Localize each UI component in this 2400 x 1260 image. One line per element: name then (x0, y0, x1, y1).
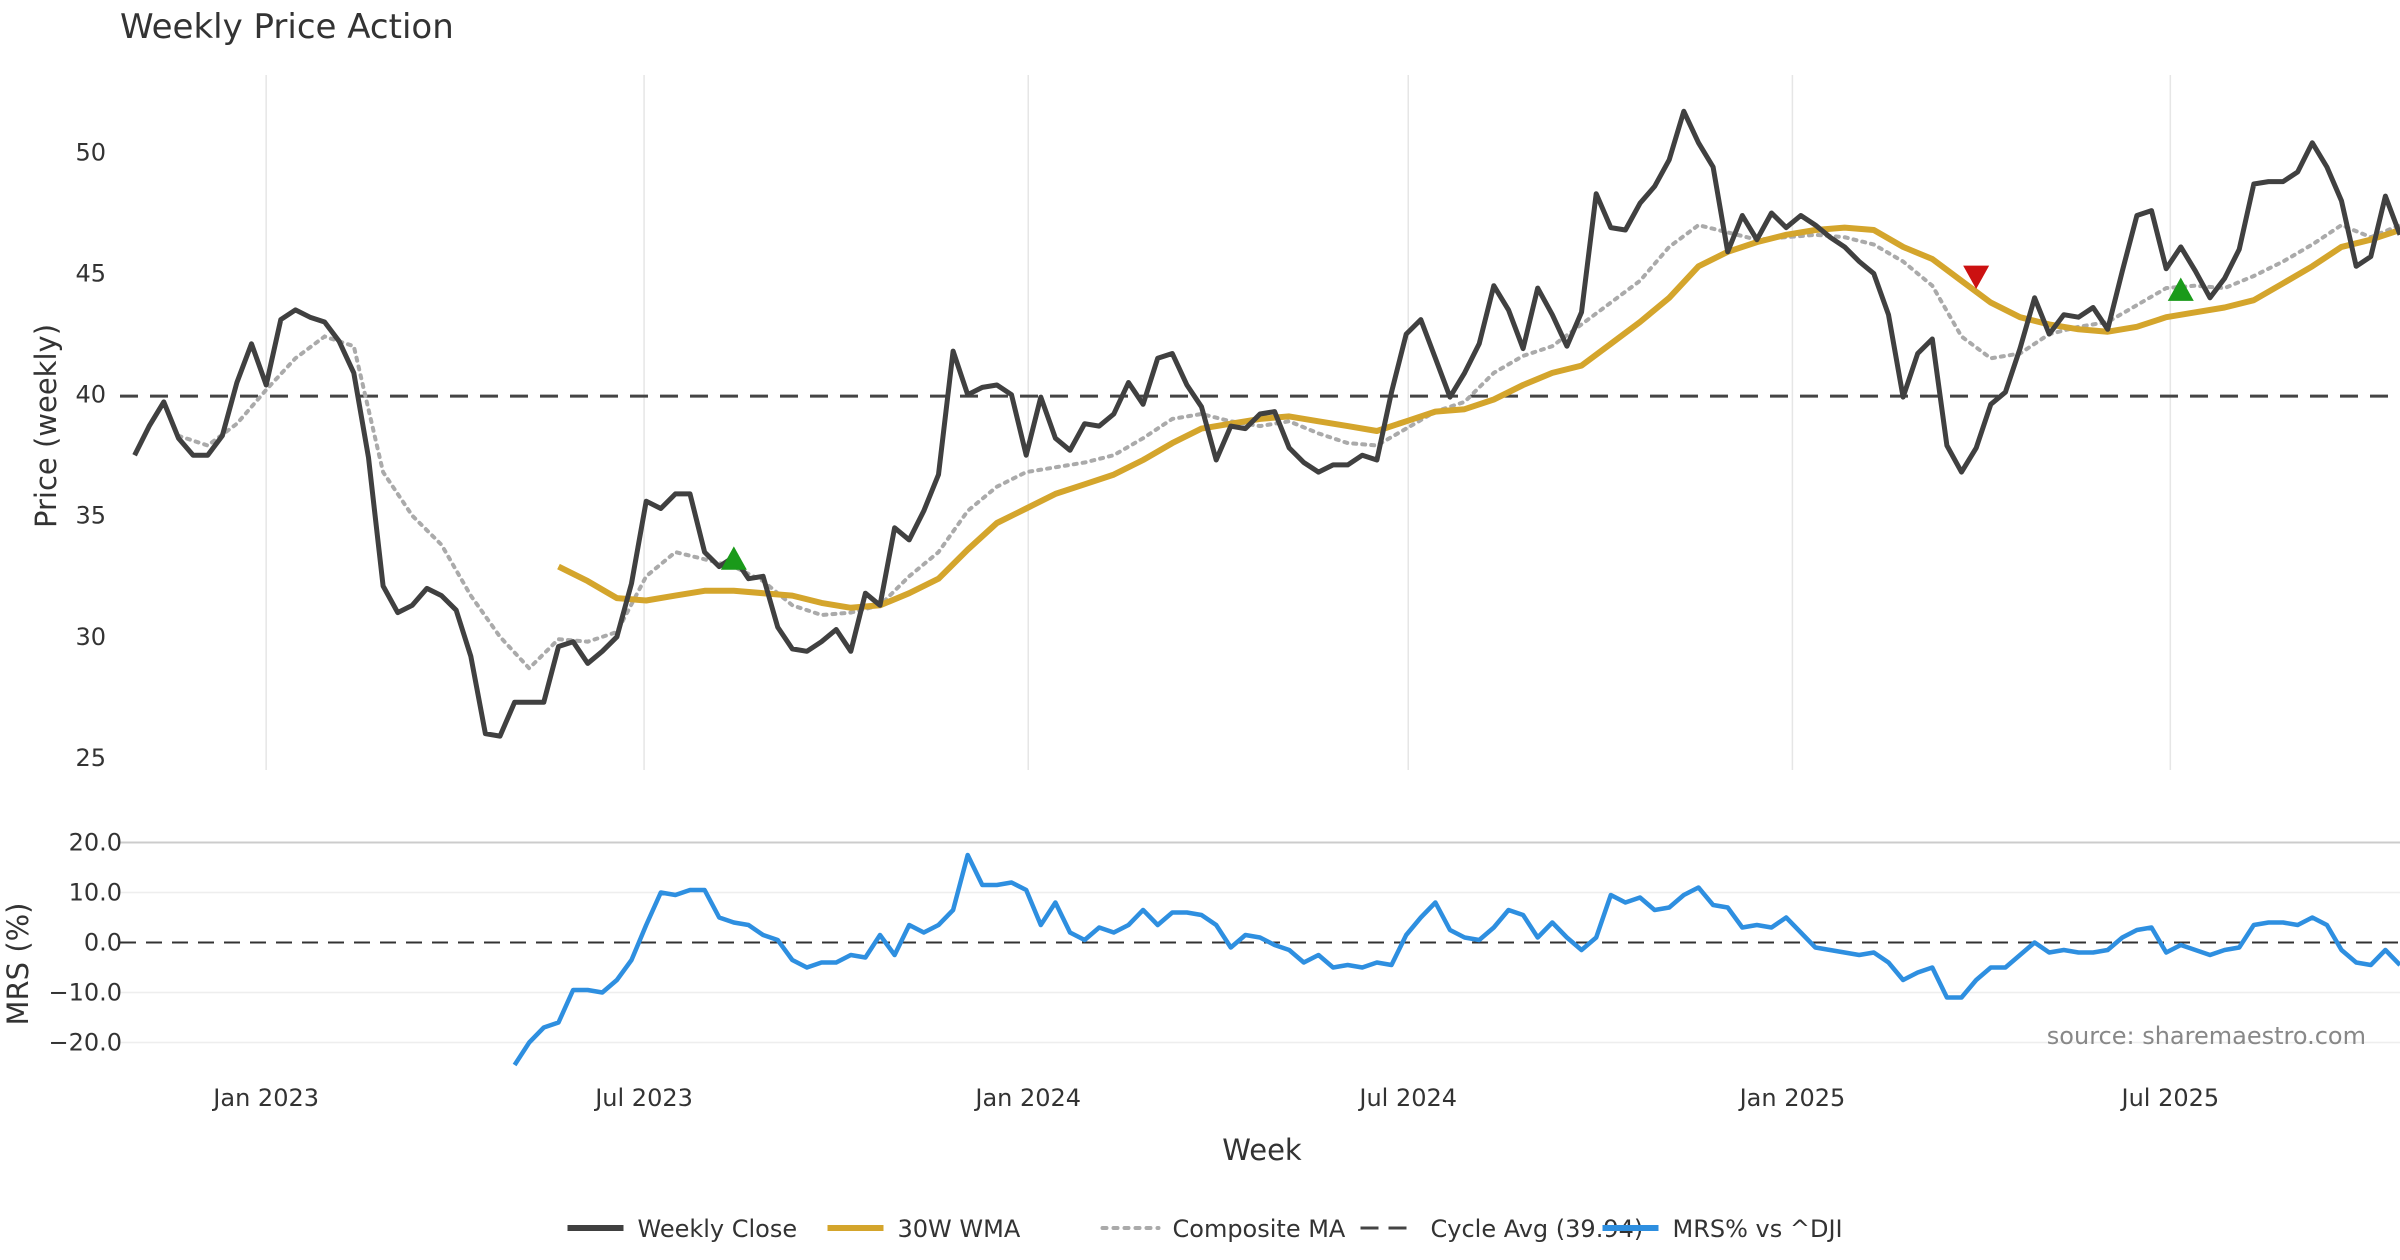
x-axis-label: Week (1222, 1133, 1302, 1167)
x-tick-label: Jul 2023 (593, 1084, 693, 1112)
x-tick-label: Jan 2024 (973, 1084, 1081, 1112)
price-panel: 25 30 35 40 45 50 Price (weekly) (29, 75, 2400, 772)
wma-30w-line (557, 224, 2400, 611)
signal-markers (720, 265, 2194, 570)
mrs-y-tick-label: 20.0 (69, 829, 122, 857)
composite-ma-line (176, 222, 2400, 672)
price-y-axis-label: Price (weekly) (29, 324, 63, 528)
price-vertical-grid (265, 75, 2172, 770)
mrs-y-tick-label: −10.0 (48, 979, 122, 1007)
price-y-tick-label: 50 (75, 138, 106, 166)
mrs-y-tick-label: −20.0 (48, 1029, 122, 1057)
mrs-horizontal-grid (120, 841, 2400, 1044)
price-y-tick-label: 35 (75, 502, 106, 530)
x-tick-label: Jan 2025 (1738, 1084, 1846, 1112)
x-tick-label: Jul 2025 (2119, 1084, 2219, 1112)
legend: Weekly Close 30W WMA Composite MA Cycle Avg… (567, 1215, 1843, 1243)
price-y-ticks: 25 30 35 40 45 50 (75, 138, 106, 771)
buy-signal-marker (2167, 277, 2194, 301)
price-y-tick-label: 40 (75, 381, 106, 409)
legend-label: MRS% vs ^DJI (1673, 1215, 1843, 1243)
source-annotation: source: sharemaestro.com (2047, 1022, 2366, 1050)
x-axis-ticks: Jan 2023 Jul 2023 Jan 2024 Jul 2024 Jan 2025… (211, 1084, 2219, 1112)
mrs-panel: −20.0 −10.0 0.0 10.0 20.0 MRS (%) source: sh… (1, 829, 2400, 1067)
mrs-y-tick-label: 0.0 (84, 929, 122, 957)
price-y-tick-label: 30 (75, 623, 106, 651)
legend-label: Composite MA (1173, 1215, 1346, 1243)
sell-signal-marker (1963, 265, 1990, 289)
x-tick-label: Jul 2024 (1357, 1084, 1457, 1112)
mrs-y-axis-label: MRS (%) (1, 903, 35, 1026)
legend-label: 30W WMA (898, 1215, 1021, 1243)
price-y-tick-label: 25 (75, 744, 106, 772)
buy-signal-marker (720, 546, 747, 570)
mrs-y-tick-label: 10.0 (69, 879, 122, 907)
legend-label: Weekly Close (638, 1215, 798, 1243)
price-y-tick-label: 45 (75, 260, 106, 288)
x-tick-label: Jan 2023 (211, 1084, 319, 1112)
mrs-y-ticks: −20.0 −10.0 0.0 10.0 20.0 (48, 829, 122, 1057)
weekly-close-line (132, 108, 2400, 739)
chart-title: Weekly Price Action (120, 7, 454, 47)
mrs-line (512, 852, 2400, 1067)
